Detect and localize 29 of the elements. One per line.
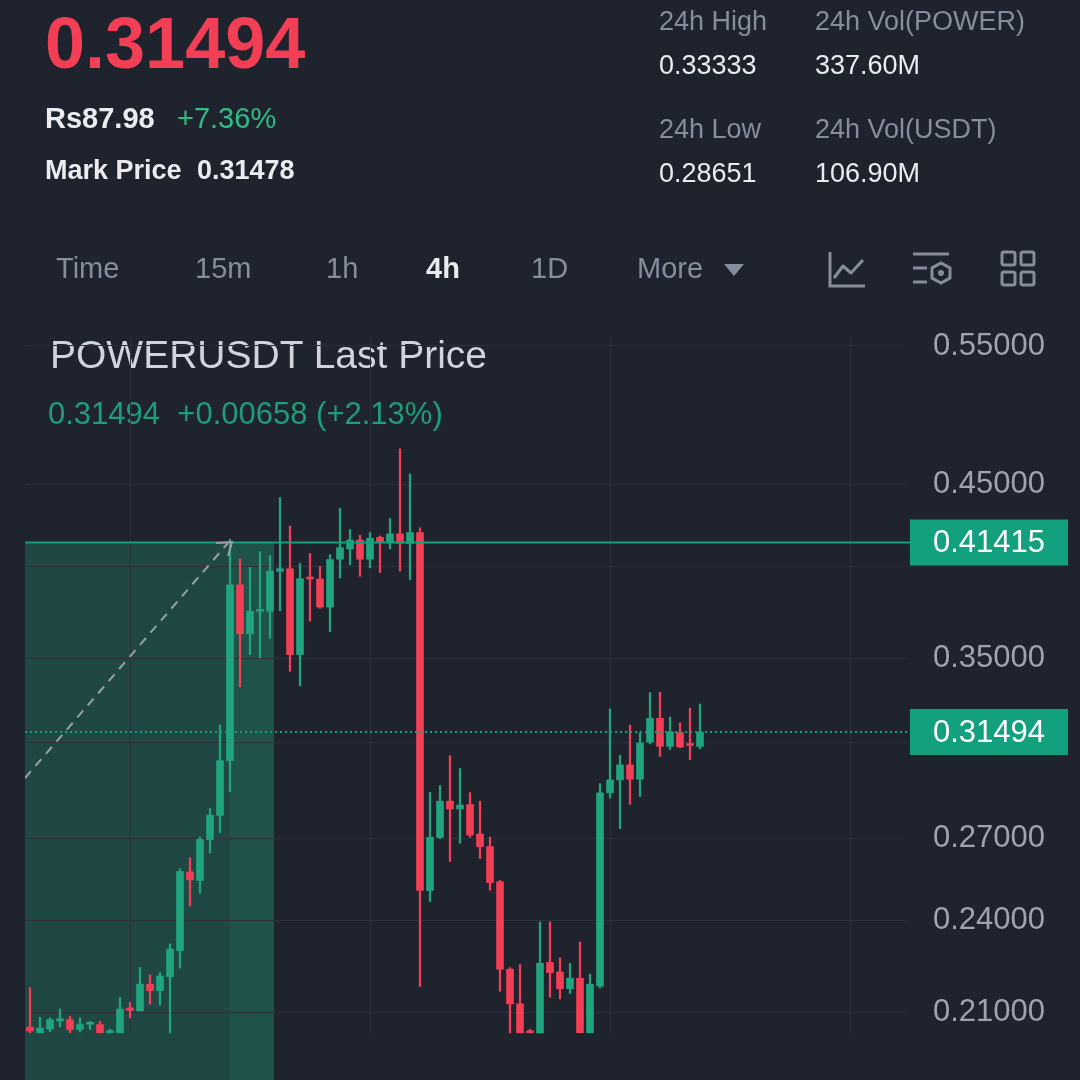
y-tick-label: 0.35000 <box>933 639 1046 675</box>
text: More <box>637 252 704 286</box>
text: 24h High <box>659 6 768 38</box>
text: 0.33333 <box>659 50 757 82</box>
text: Mark Price <box>45 155 182 187</box>
text: 337.60M <box>815 50 921 82</box>
y-tick-label: 0.24000 <box>933 900 1046 936</box>
text: 15m <box>195 252 252 286</box>
text: 4h <box>426 252 460 286</box>
text: 1h <box>326 252 359 286</box>
text: Time <box>56 252 120 286</box>
text: 24h Low <box>659 114 762 146</box>
text: 24h Vol(USDT) <box>815 114 997 146</box>
text: 0.31494 +0.00658 (+2.13%) <box>48 396 443 432</box>
y-tick-label: 0.27000 <box>933 819 1046 855</box>
y-tick-label: 0.55000 <box>933 326 1046 362</box>
text: 0.31494 <box>45 2 306 85</box>
text: 0.28651 <box>659 158 757 190</box>
text: 0.31478 <box>197 155 295 187</box>
text: Rs87.98 <box>45 102 155 136</box>
text: 1D <box>531 252 569 286</box>
y-tick-label: 0.21000 <box>933 993 1046 1029</box>
ref-line-label: 0.41415 <box>933 523 1046 559</box>
text: 106.90M <box>815 158 921 190</box>
text: 24h Vol(POWER) <box>815 6 1026 38</box>
y-tick-label: 0.45000 <box>933 465 1046 501</box>
text: +7.36% <box>177 102 277 136</box>
ref-line-label: 0.31494 <box>933 713 1046 749</box>
chart-title: POWERUSDT Last Price <box>50 333 488 378</box>
